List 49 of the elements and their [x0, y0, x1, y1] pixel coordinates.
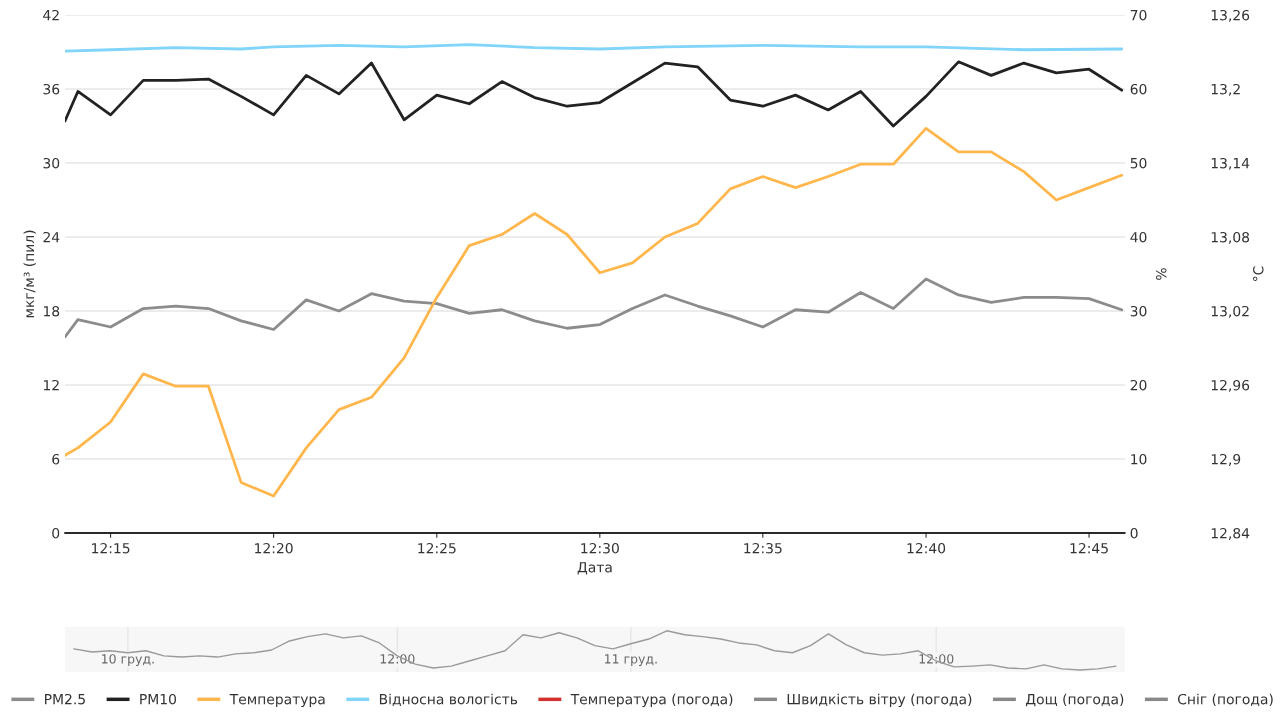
y-axis-title: мкг/м³ (пил) [23, 230, 36, 318]
y2-tick-label: 30 [1130, 305, 1147, 317]
legend-label: Температура (погода) [570, 693, 733, 708]
y2-tick-label: 20 [1130, 379, 1147, 391]
y2-tick-label: 70 [1130, 9, 1147, 21]
legend-label: Дощ (погода) [1025, 693, 1124, 707]
x-axis-title: Дата [577, 562, 612, 575]
y2-tick-label: 40 [1130, 231, 1147, 243]
line-series [64, 43, 1124, 53]
y3-tick-label: 13,2 [1211, 83, 1240, 96]
line-series [64, 127, 1124, 498]
x-tick-label: 11 груд. [605, 654, 657, 667]
y3-tick-label: 12,9 [1211, 453, 1241, 466]
y3-axis-title: °C [1253, 266, 1264, 281]
y2-tick-label: 50 [1130, 157, 1147, 169]
x-tick-label: 10 груд. [102, 654, 154, 667]
legend-label: Температура [229, 694, 325, 708]
y3-tick-label: 13,02 [1211, 305, 1249, 318]
x-tick-label: 12:45 [1070, 542, 1108, 554]
y2-axis-title: % [1155, 268, 1167, 280]
y2-tick-label: 10 [1131, 453, 1147, 465]
y3-tick-label: 12,96 [1211, 379, 1250, 392]
legend-label: PM2.5 [45, 693, 85, 705]
y3-tick-label: 13,26 [1211, 9, 1250, 22]
x-tick-label: 12:25 [418, 542, 456, 554]
y-tick-label: 0 [52, 527, 60, 539]
legend-label: Швидкість вітру (погода) [787, 693, 972, 708]
y3-tick-label: 13,08 [1211, 231, 1250, 244]
y3-tick-label: 12,84 [1211, 527, 1250, 540]
y2-tick-label: 60 [1130, 83, 1147, 95]
x-tick-label: 12:20 [255, 542, 293, 554]
y3-tick-label: 13,14 [1211, 157, 1250, 170]
y-tick-label: 36 [43, 83, 60, 95]
y-tick-label: 24 [43, 231, 60, 243]
y-tick-label: 6 [52, 453, 60, 465]
y2-tick-label: 0 [1130, 527, 1138, 539]
y-tick-label: 18 [43, 305, 60, 317]
y-tick-label: 42 [43, 9, 59, 21]
x-tick-label: 12:15 [92, 542, 130, 554]
x-tick-label: 12:35 [744, 542, 782, 554]
line-series [64, 60, 1124, 128]
legend-label: PM10 [140, 693, 177, 705]
legend-label: Сніг (погода) [1177, 693, 1273, 707]
x-tick-label: 12:40 [907, 542, 946, 554]
line-series [64, 277, 1124, 339]
y-tick-label: 30 [43, 157, 60, 169]
legend-label: Відносна вологість [379, 693, 518, 707]
y-tick-label: 12 [43, 379, 59, 391]
x-tick-label: 12:30 [581, 542, 619, 554]
